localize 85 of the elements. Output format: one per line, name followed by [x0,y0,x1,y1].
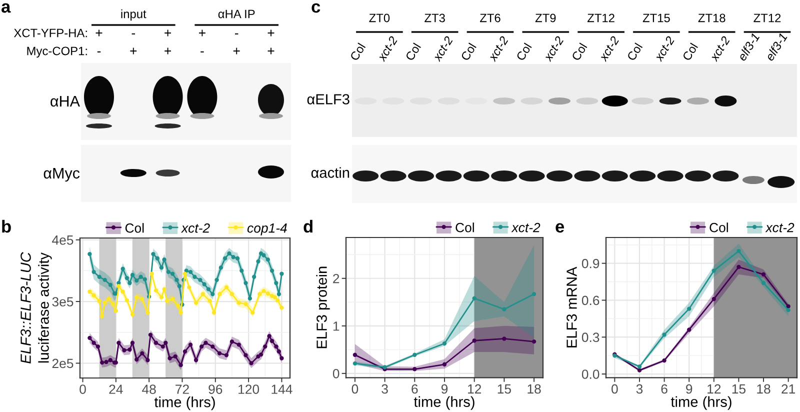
text: + [268,48,274,54]
y-tick-label: 0.6 [582,296,600,306]
category-label: input [121,9,146,21]
x-tick-label: 96 [208,384,222,394]
y-axis-title: ELF3 mRNA [566,266,577,348]
text: ZT9 [535,14,556,22]
x-axis-title: time (hrs) [670,396,732,410]
text: ZT12 [754,14,781,22]
y-tick-label: 2e5 [52,358,74,368]
legend-label: cop1-4 [247,224,287,236]
legend-label: Col [710,222,728,232]
legend-label: xct-2 [180,223,210,233]
x-tick-label: 3 [382,384,388,394]
category-label: Col [626,42,643,62]
x-tick-label: 0 [80,384,86,394]
text: ZT12 [587,14,614,22]
y-tick-label: 0.3 [582,332,600,342]
legend-label: xct-2 [765,222,794,232]
text: - [200,51,204,52]
category-label: Col [460,42,476,62]
x-tick-label: 0 [612,384,618,394]
chart-title: e [556,223,564,233]
text: ZT6 [480,14,500,22]
text: ZT3 [424,14,445,22]
category-label: αELF3 [307,94,350,104]
text: + [198,30,206,36]
x-tick-label: 24 [109,384,123,394]
text: ZT0 [369,14,390,22]
text: + [96,30,102,36]
text: XCT-YFP-HA: [14,28,87,38]
category-label: Col [349,42,366,62]
x-tick-label: 9 [441,384,448,394]
y-tick-label: 3e5 [52,297,74,306]
x-tick-label: 6 [661,384,668,394]
text: + [130,48,137,54]
category-label: Col [516,42,532,62]
x-tick-label: 18 [528,384,541,394]
y-tick-label: 4e5 [52,236,74,245]
category-label: αMyc [44,168,80,182]
text: - [132,33,136,34]
y-axis-title: ELF3::ELF3-LUC luciferase activity [20,252,52,364]
x-tick-label: 0 [352,384,358,394]
x-axis-title: time (hrs) [154,396,215,410]
y-axis-title: ELF3 protein [316,266,330,348]
legend-label: Col [125,223,144,233]
text: + [233,48,240,54]
x-tick-label: 12 [468,384,482,394]
legend-label: Col [456,222,474,232]
text: c [312,3,320,13]
chart-title: b [2,220,11,233]
x-tick-label: 48 [142,384,156,394]
category-label: αHA IP [218,10,255,18]
text: ZT18 [698,14,726,22]
text: - [97,51,101,52]
x-tick-label: 144 [272,384,292,394]
x-tick-label: 21 [782,384,796,394]
text: - [234,33,238,34]
y-tick-label: 0.9 [582,258,600,268]
x-tick-label: 3 [636,384,643,394]
category-label: αHA [50,96,80,107]
y-tick-label: 0.0 [582,370,600,379]
category-label: αactin [311,167,350,178]
x-tick-label: 18 [757,384,770,394]
x-tick-label: 9 [686,384,692,394]
y-tick-label: 2 [333,274,340,284]
text: Myc-COP1: [27,46,87,58]
x-tick-label: 6 [412,384,418,394]
y-tick-label: 0 [332,368,340,378]
text: + [268,30,274,36]
text: + [164,48,171,54]
category-label: Col [571,42,588,62]
x-tick-label: 12 [708,384,721,394]
category-label: Col [682,42,698,62]
y-tick-label: 1 [333,322,340,331]
text: ZT15 [642,14,670,22]
text: + [164,30,171,36]
chart-title: d [304,220,312,233]
legend-label: xct-2 [511,222,540,232]
x-tick-label: 120 [238,384,260,394]
x-tick-label: 15 [498,384,511,394]
x-tick-label: 15 [732,384,746,394]
x-tick-label: 72 [176,384,189,394]
category-label: Col [404,42,422,62]
x-axis-title: time (hrs) [414,396,474,410]
text: a [2,3,11,13]
